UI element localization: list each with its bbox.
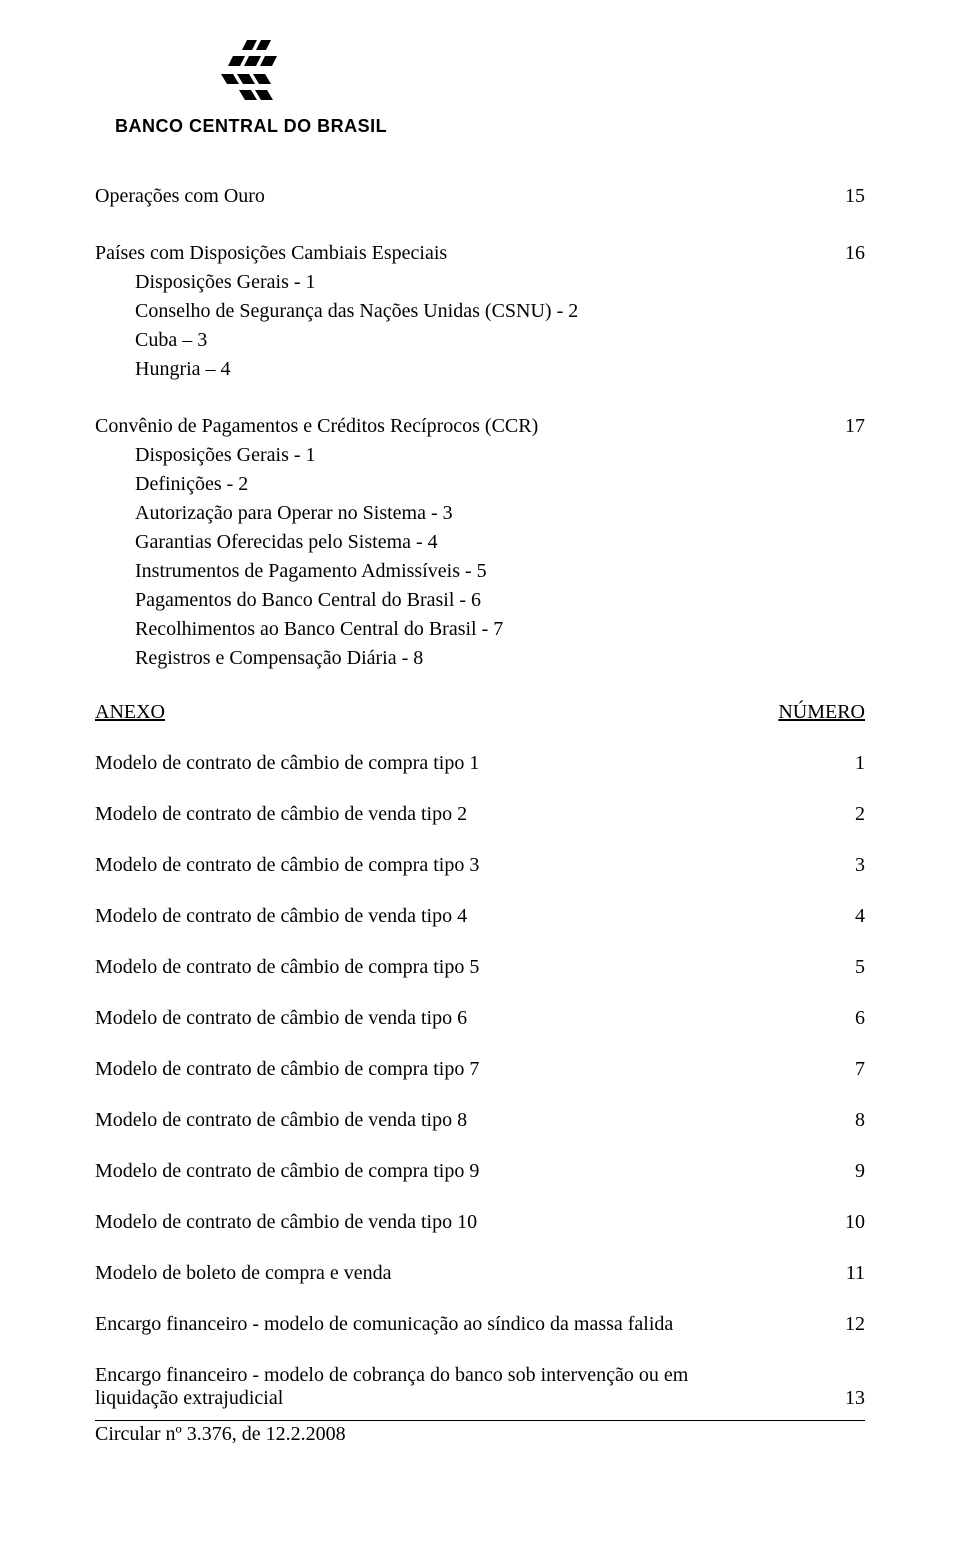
anexo-header-right: NÚMERO xyxy=(778,701,865,724)
anexo-item-num: 1 xyxy=(855,752,865,775)
anexo-item-label: Modelo de contrato de câmbio de compra t… xyxy=(95,854,479,877)
anexo-item-num: 4 xyxy=(855,905,865,928)
anexo-item-num: 12 xyxy=(845,1313,865,1336)
chapter-16-sub-1: Conselho de Segurança das Nações Unidas … xyxy=(135,297,578,326)
chapter-16: Países com Disposições Cambiais Especiai… xyxy=(95,239,865,384)
anexo-item-label: Encargo financeiro - modelo de cobrança … xyxy=(95,1364,745,1410)
anexo-item-label: Modelo de contrato de câmbio de compra t… xyxy=(95,1058,479,1081)
anexo-item-11: Modelo de boleto de compra e venda 11 xyxy=(95,1262,865,1285)
anexo-item-label: Modelo de contrato de câmbio de venda ti… xyxy=(95,1007,467,1030)
chapter-17: Convênio de Pagamentos e Créditos Recípr… xyxy=(95,412,865,673)
anexo-item-8: Modelo de contrato de câmbio de venda ti… xyxy=(95,1109,865,1132)
chapter-17-sub-1: Definições - 2 xyxy=(135,470,248,499)
chapter-17-sub-7: Registros e Compensação Diária - 8 xyxy=(135,644,423,673)
anexo-item-label: Modelo de contrato de câmbio de compra t… xyxy=(95,752,479,775)
anexo-item-4: Modelo de contrato de câmbio de venda ti… xyxy=(95,905,865,928)
anexo-item-9: Modelo de contrato de câmbio de compra t… xyxy=(95,1160,865,1183)
chapter-17-sub-6: Recolhimentos ao Banco Central do Brasil… xyxy=(135,615,503,644)
chapter-16-sub-0: Disposições Gerais - 1 xyxy=(135,268,316,297)
anexo-item-num: 2 xyxy=(855,803,865,826)
anexo-item-num: 10 xyxy=(845,1211,865,1234)
chapter-16-sub-2: Cuba – 3 xyxy=(135,326,207,355)
chapter-15-num: 15 xyxy=(815,182,865,211)
chapter-17-num: 17 xyxy=(815,412,865,441)
anexo-item-6: Modelo de contrato de câmbio de venda ti… xyxy=(95,1007,865,1030)
anexo-item-label: Modelo de contrato de câmbio de venda ti… xyxy=(95,905,467,928)
anexo-item-num: 5 xyxy=(855,956,865,979)
chapter-16-sub-3: Hungria – 4 xyxy=(135,355,231,384)
chapter-16-num: 16 xyxy=(815,239,865,268)
anexo-item-label: Modelo de contrato de câmbio de venda ti… xyxy=(95,1211,477,1234)
chapter-17-label: Convênio de Pagamentos e Créditos Recípr… xyxy=(95,412,538,441)
anexo-item-num: 9 xyxy=(855,1160,865,1183)
footer-text: Circular nº 3.376, de 12.2.2008 xyxy=(95,1423,346,1445)
anexo-item-7: Modelo de contrato de câmbio de compra t… xyxy=(95,1058,865,1081)
chapter-15-label: Operações com Ouro xyxy=(95,182,265,211)
anexo-item-label: Modelo de contrato de câmbio de venda ti… xyxy=(95,1109,467,1132)
anexo-item-num: 6 xyxy=(855,1007,865,1030)
anexo-item-label: Modelo de contrato de câmbio de compra t… xyxy=(95,1160,479,1183)
chapter-17-sub-3: Garantias Oferecidas pelo Sistema - 4 xyxy=(135,528,438,557)
anexo-item-num: 13 xyxy=(845,1387,865,1410)
anexo-item-1: Modelo de contrato de câmbio de compra t… xyxy=(95,752,865,775)
anexo-item-label: Modelo de contrato de câmbio de compra t… xyxy=(95,956,479,979)
chapter-15: Operações com Ouro 15 xyxy=(95,182,865,211)
anexo-item-num: 3 xyxy=(855,854,865,877)
anexo-item-2: Modelo de contrato de câmbio de venda ti… xyxy=(95,803,865,826)
anexo-item-label: Modelo de boleto de compra e venda xyxy=(95,1262,392,1285)
anexo-item-label: Modelo de contrato de câmbio de venda ti… xyxy=(95,803,467,826)
anexo-item-10: Modelo de contrato de câmbio de venda ti… xyxy=(95,1211,865,1234)
org-name: BANCO CENTRAL DO BRASIL xyxy=(115,116,387,137)
header-logo-block: BANCO CENTRAL DO BRASIL xyxy=(115,40,387,137)
anexo-header-left: ANEXO xyxy=(95,701,165,724)
bcb-logo-icon xyxy=(211,40,291,110)
anexo-item-num: 11 xyxy=(846,1262,865,1285)
anexo-item-num: 7 xyxy=(855,1058,865,1081)
chapter-16-label: Países com Disposições Cambiais Especiai… xyxy=(95,239,447,268)
anexo-header: ANEXO NÚMERO xyxy=(95,701,865,724)
document-page: BANCO CENTRAL DO BRASIL Operações com Ou… xyxy=(0,0,960,1567)
chapter-17-sub-2: Autorização para Operar no Sistema - 3 xyxy=(135,499,453,528)
chapter-17-sub-0: Disposições Gerais - 1 xyxy=(135,441,316,470)
chapter-17-sub-5: Pagamentos do Banco Central do Brasil - … xyxy=(135,586,481,615)
anexo-item-5: Modelo de contrato de câmbio de compra t… xyxy=(95,956,865,979)
anexo-item-label: Encargo financeiro - modelo de comunicaç… xyxy=(95,1313,673,1336)
chapter-17-sub-4: Instrumentos de Pagamento Admissíveis - … xyxy=(135,557,487,586)
anexo-item-num: 8 xyxy=(855,1109,865,1132)
anexo-item-12: Encargo financeiro - modelo de comunicaç… xyxy=(95,1313,865,1336)
anexo-item-3: Modelo de contrato de câmbio de compra t… xyxy=(95,854,865,877)
footer: Circular nº 3.376, de 12.2.2008 xyxy=(95,1420,865,1446)
anexo-item-13: Encargo financeiro - modelo de cobrança … xyxy=(95,1364,865,1410)
